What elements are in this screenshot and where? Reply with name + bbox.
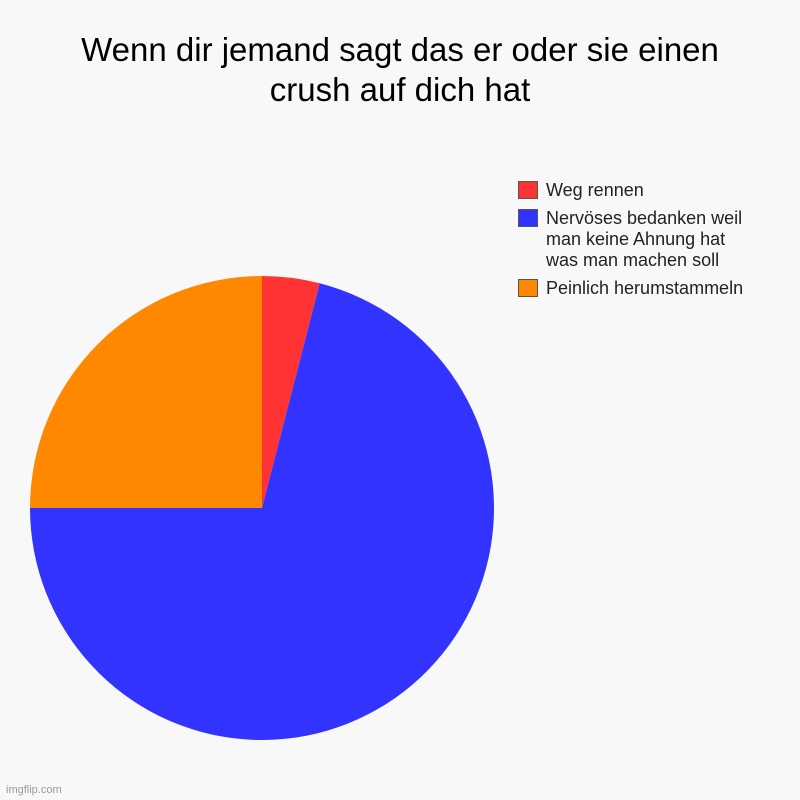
watermark: imgflip.com [6,784,62,796]
legend-swatch [518,209,538,227]
legend-swatch [518,279,538,297]
legend-item: Peinlich herumstammeln [518,278,798,299]
legend-item: Weg rennen [518,180,798,201]
pie-slice-3 [30,276,262,508]
chart-legend: Weg rennen Nervöses bedanken weil man kei… [518,180,798,306]
legend-swatch [518,181,538,199]
legend-label: Nervöses bedanken weil man keine Ahnung … [546,208,743,270]
pie-slice-1 [262,276,320,508]
legend-label: Weg rennen [546,180,644,200]
pie-slice-2 [30,283,494,740]
legend-label: Peinlich herumstammeln [546,278,744,298]
chart-title: Wenn dir jemand sagt das er oder sie ein… [81,31,719,108]
legend-item: Nervöses bedanken weil man keine Ahnung … [518,208,798,271]
